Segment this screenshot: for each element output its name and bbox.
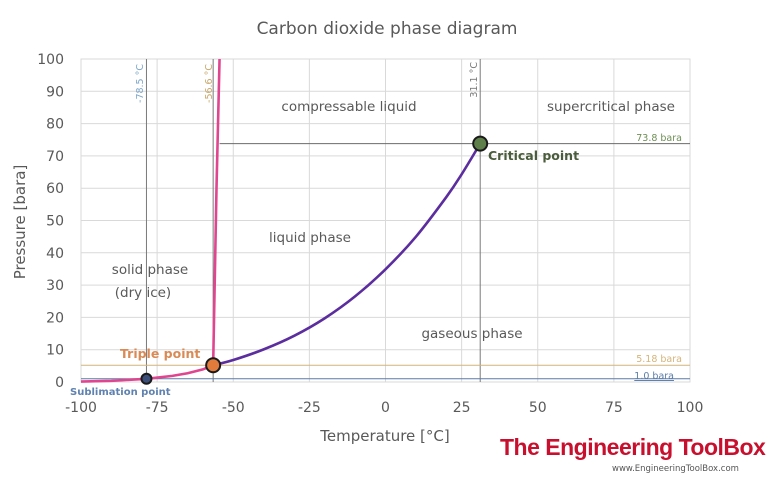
curve-melting-curve — [211, 58, 221, 366]
brand-logo-text: The Engineering ToolBox — [500, 434, 766, 460]
x-tick-label: -100 — [65, 400, 97, 416]
y-tick-label: 30 — [46, 278, 64, 294]
label-temp-triple: -56.6 °C — [204, 64, 215, 103]
phase-points — [140, 135, 489, 385]
x-tick-label: 75 — [605, 400, 623, 416]
region-gaseous: gaseous phase — [421, 326, 522, 342]
x-tick-label: 25 — [453, 400, 471, 416]
y-tick-label: 40 — [46, 246, 64, 262]
y-tick-label: 50 — [46, 214, 64, 230]
curve-sublimation-curve — [80, 364, 214, 383]
y-tick-label: 70 — [46, 149, 64, 165]
chart-title: Carbon dioxide phase diagram — [257, 19, 518, 39]
y-tick-label: 100 — [37, 52, 64, 68]
region-solid: solid phase — [112, 262, 188, 278]
label-pressure-triple: 5.18 bara — [636, 354, 682, 365]
region-compressable-liquid: compressable liquid — [281, 99, 416, 115]
y-tick-label: 20 — [46, 310, 64, 326]
critical-point-marker — [472, 135, 489, 152]
y-tick-label: 60 — [46, 181, 64, 197]
label-pressure-atm: 1.0 bara — [634, 371, 674, 382]
y-tick-label: 80 — [46, 117, 64, 133]
label-triple-point: Triple point — [120, 346, 200, 361]
y-axis-label: Pressure [bara] — [11, 165, 29, 280]
brand-url: www.EngineeringToolBox.com — [612, 464, 739, 474]
phase-curves — [80, 58, 482, 383]
region-supercritical: supercritical phase — [547, 99, 675, 115]
curve-vaporization-curve — [212, 142, 482, 367]
y-tick-label: 0 — [55, 375, 64, 391]
label-critical-point: Critical point — [488, 148, 579, 163]
label-temp-sublimation: -78.5 °C — [135, 64, 146, 103]
sublimation-point-marker — [140, 372, 153, 385]
x-axis-ticks: -100 -75 -50 -25 0 25 50 75 100 — [65, 400, 703, 416]
x-tick-label: 0 — [381, 400, 390, 416]
y-tick-label: 10 — [46, 343, 64, 359]
x-axis-label: Temperature [°C] — [319, 427, 449, 445]
x-tick-label: -25 — [298, 400, 321, 416]
region-dry-ice: (dry ice) — [115, 285, 171, 301]
label-sublimation-point: Sublimation point — [70, 387, 171, 398]
x-tick-label: -50 — [222, 400, 245, 416]
triple-point-marker — [205, 357, 222, 374]
y-axis-ticks: 0 10 20 30 40 50 60 70 80 90 100 — [37, 52, 64, 391]
y-tick-label: 90 — [46, 84, 64, 100]
label-pressure-critical: 73.8 bara — [636, 133, 682, 144]
x-tick-label: -75 — [146, 400, 169, 416]
x-tick-label: 100 — [677, 400, 704, 416]
gridlines — [80, 58, 691, 383]
label-temp-critical: 31.1 °C — [469, 62, 480, 98]
x-tick-label: 50 — [529, 400, 547, 416]
region-liquid: liquid phase — [269, 230, 351, 246]
